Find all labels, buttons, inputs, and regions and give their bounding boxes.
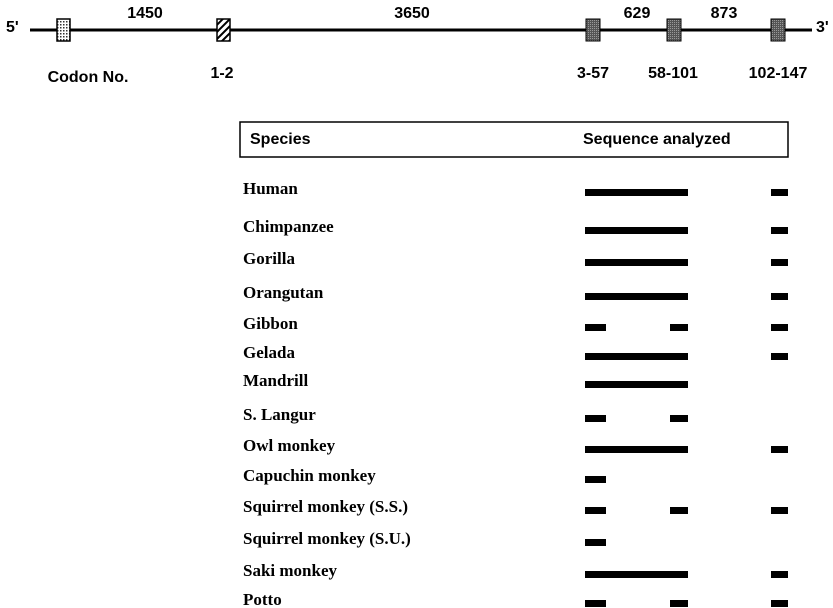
codon: 102-147	[749, 65, 808, 82]
distance: 873	[711, 5, 738, 22]
sequence-bar	[771, 353, 788, 360]
codon: 1-2	[210, 65, 233, 82]
header-cell: Species	[250, 131, 311, 148]
sequence-bar	[585, 571, 688, 578]
exon-box	[666, 18, 682, 42]
sequence-bar	[585, 293, 688, 300]
species-name: Chimpanzee	[243, 217, 334, 236]
sequence-bar	[585, 381, 688, 388]
exon-box	[585, 18, 601, 42]
codon: 3-57	[577, 65, 609, 82]
species-name: Gelada	[243, 343, 295, 362]
species-name: Potto	[243, 590, 282, 608]
exon-box	[216, 18, 231, 42]
species-name: Owl monkey	[243, 436, 336, 455]
sequence-bar	[585, 507, 606, 514]
sequence-bar	[585, 353, 688, 360]
species-name: S. Langur	[243, 405, 316, 424]
header-cell: Sequence analyzed	[583, 131, 731, 148]
sequence-bar	[771, 507, 788, 514]
distance: 629	[624, 5, 651, 22]
sequence-bar	[670, 415, 688, 422]
species-name: Gorilla	[243, 249, 295, 268]
sequence-bar	[771, 293, 788, 300]
sequence-bar	[670, 600, 688, 607]
sequence-bar	[585, 415, 606, 422]
sequence-bar	[771, 259, 788, 266]
sequence-bar	[585, 324, 606, 331]
sequence-bar	[585, 446, 688, 453]
sequence-bar	[585, 189, 688, 196]
species-name: Squirrel monkey (S.U.)	[243, 529, 411, 548]
five-prime: 5'	[6, 19, 19, 36]
sequence-bar	[670, 507, 688, 514]
species-name: Saki monkey	[243, 561, 337, 580]
species-name: Gibbon	[243, 314, 298, 333]
distance: 3650	[394, 5, 430, 22]
sequence-bar	[585, 600, 606, 607]
sequence-bar	[585, 227, 688, 234]
exon-box	[770, 18, 786, 42]
species-name: Capuchin monkey	[243, 466, 376, 485]
species-name: Orangutan	[243, 283, 324, 302]
sequence-bar	[771, 189, 788, 196]
sequence-bar	[771, 446, 788, 453]
codon: 58-101	[648, 65, 698, 82]
sequence-bar	[771, 600, 788, 607]
species-name: Human	[243, 179, 298, 198]
distance: 1450	[127, 5, 163, 22]
sequence-bar	[771, 324, 788, 331]
three-prime: 3'	[816, 19, 829, 36]
codon-label: Codon No.	[48, 69, 129, 86]
sequence-bar	[585, 539, 606, 546]
exon-box	[56, 18, 71, 42]
species-name: Squirrel monkey (S.S.)	[243, 497, 408, 516]
species-name: Mandrill	[243, 371, 308, 390]
sequence-bar	[771, 227, 788, 234]
sequence-bar	[670, 324, 688, 331]
header-box	[239, 121, 789, 158]
sequence-bar	[585, 476, 606, 483]
sequence-bar	[771, 571, 788, 578]
sequence-bar	[585, 259, 688, 266]
